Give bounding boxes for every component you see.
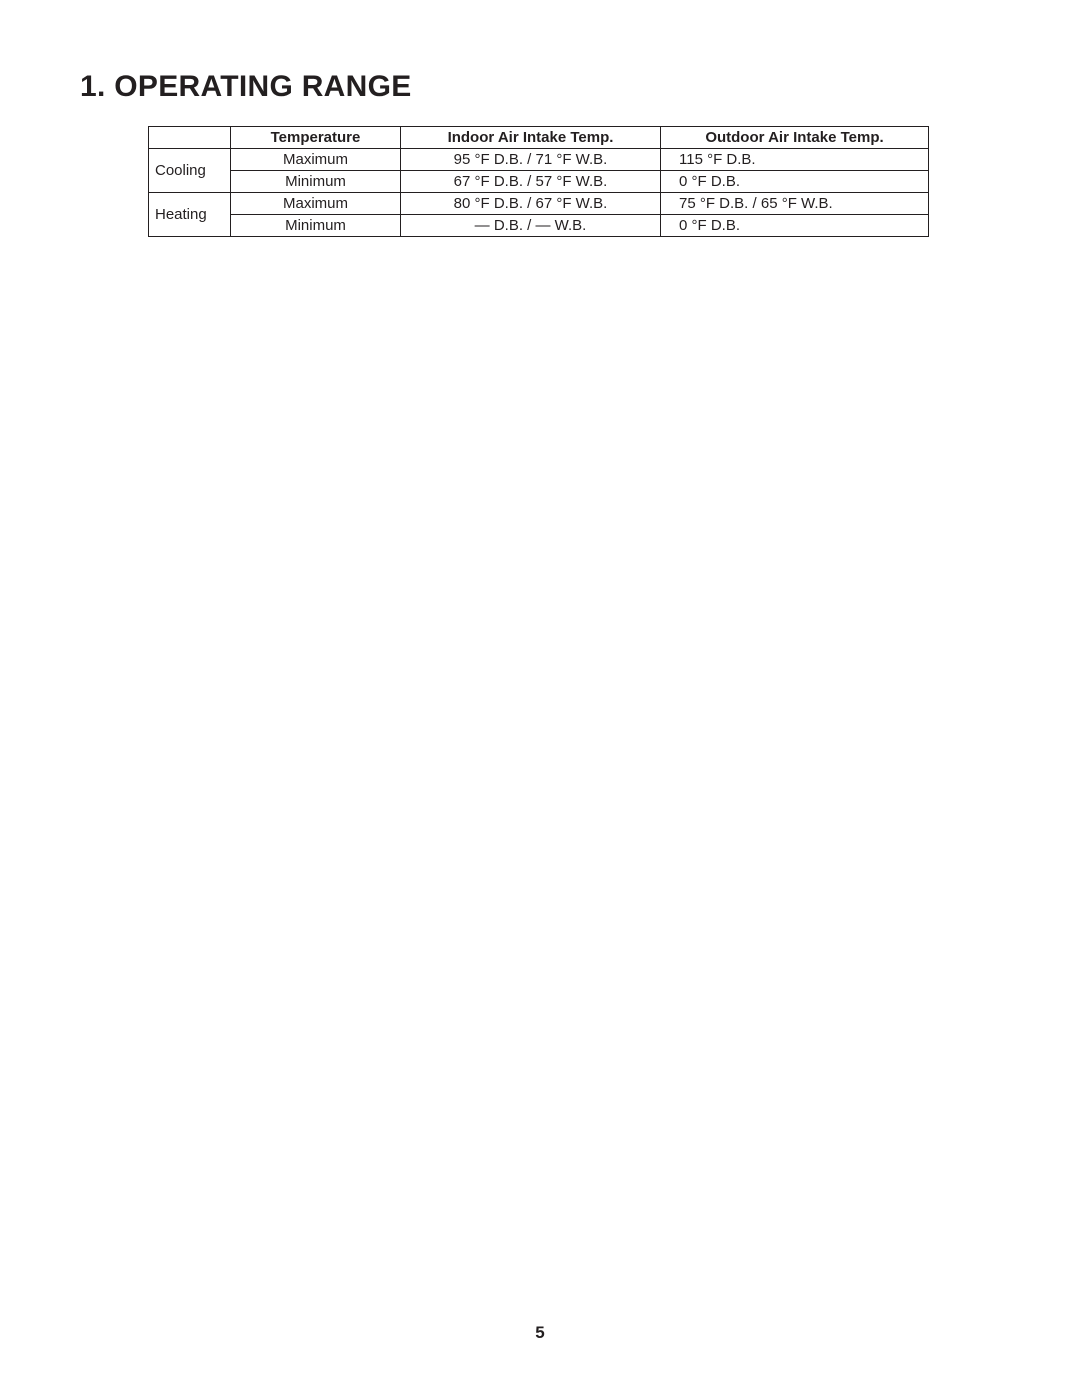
header-indoor: Indoor Air Intake Temp. bbox=[401, 127, 661, 149]
table-row: Minimum — D.B. / — W.B. 0 °F D.B. bbox=[149, 215, 929, 237]
indoor-cell: — D.B. / — W.B. bbox=[401, 215, 661, 237]
temp-cell: Minimum bbox=[231, 171, 401, 193]
operating-range-table: Temperature Indoor Air Intake Temp. Outd… bbox=[148, 126, 929, 237]
section-heading: 1. OPERATING RANGE bbox=[80, 70, 1000, 104]
table-row: Minimum 67 °F D.B. / 57 °F W.B. 0 °F D.B… bbox=[149, 171, 929, 193]
indoor-cell: 67 °F D.B. / 57 °F W.B. bbox=[401, 171, 661, 193]
table-row: Heating Maximum 80 °F D.B. / 67 °F W.B. … bbox=[149, 193, 929, 215]
outdoor-cell: 115 °F D.B. bbox=[661, 149, 929, 171]
mode-cell-cooling: Cooling bbox=[149, 149, 231, 193]
indoor-cell: 95 °F D.B. / 71 °F W.B. bbox=[401, 149, 661, 171]
mode-cell-heating: Heating bbox=[149, 193, 231, 237]
outdoor-cell: 0 °F D.B. bbox=[661, 171, 929, 193]
temp-cell: Maximum bbox=[231, 193, 401, 215]
table-header-row: Temperature Indoor Air Intake Temp. Outd… bbox=[149, 127, 929, 149]
header-temperature: Temperature bbox=[231, 127, 401, 149]
temp-cell: Maximum bbox=[231, 149, 401, 171]
header-outdoor: Outdoor Air Intake Temp. bbox=[661, 127, 929, 149]
page-number: 5 bbox=[0, 1323, 1080, 1343]
temp-cell: Minimum bbox=[231, 215, 401, 237]
indoor-cell: 80 °F D.B. / 67 °F W.B. bbox=[401, 193, 661, 215]
outdoor-cell: 75 °F D.B. / 65 °F W.B. bbox=[661, 193, 929, 215]
table-row: Cooling Maximum 95 °F D.B. / 71 °F W.B. … bbox=[149, 149, 929, 171]
outdoor-cell: 0 °F D.B. bbox=[661, 215, 929, 237]
header-empty bbox=[149, 127, 231, 149]
